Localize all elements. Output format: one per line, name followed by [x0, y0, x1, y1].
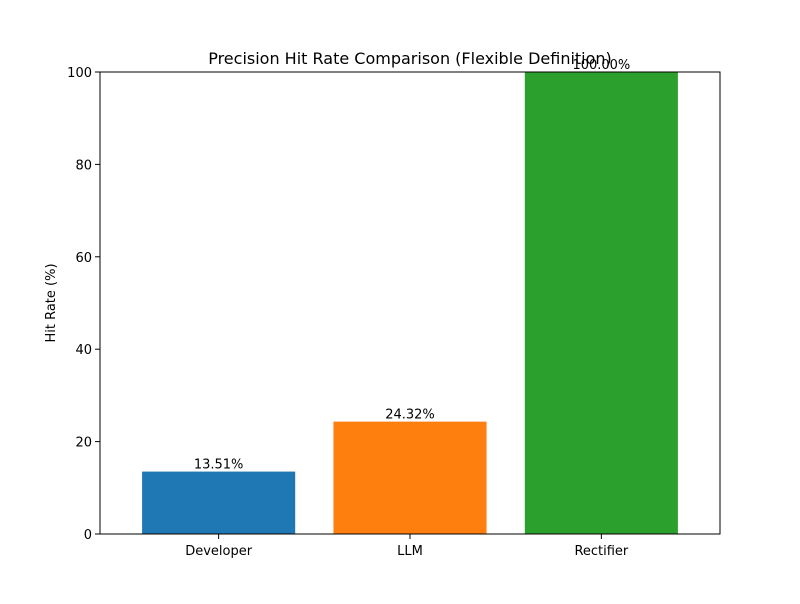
x-tick-label-developer: Developer	[185, 544, 253, 559]
y-tick-label: 0	[84, 528, 92, 543]
y-axis-ticks: 0 20 40 60 80 100	[67, 66, 100, 543]
bar-rectifier	[524, 72, 678, 534]
x-axis-ticks: Developer LLM Rectifier	[185, 534, 629, 559]
y-tick-label: 40	[75, 343, 92, 358]
bar-developer	[142, 471, 296, 534]
chart-title: Precision Hit Rate Comparison (Flexible …	[208, 49, 612, 68]
bar-llm	[333, 421, 487, 534]
y-tick-label: 20	[75, 436, 92, 451]
bar-value-label-rectifier: 100.00%	[572, 58, 630, 73]
y-tick-label: 60	[75, 251, 92, 266]
y-tick-label: 100	[67, 66, 92, 81]
x-tick-label-rectifier: Rectifier	[574, 544, 628, 559]
bars-group	[142, 72, 678, 534]
bar-value-label-developer: 13.51%	[194, 458, 244, 473]
bar-value-labels: 13.51% 24.32% 100.00%	[194, 58, 630, 473]
y-axis-label: Hit Rate (%)	[44, 263, 59, 342]
y-tick-label: 80	[75, 158, 92, 173]
x-tick-label-llm: LLM	[397, 544, 423, 559]
bar-value-label-llm: 24.32%	[385, 408, 435, 423]
